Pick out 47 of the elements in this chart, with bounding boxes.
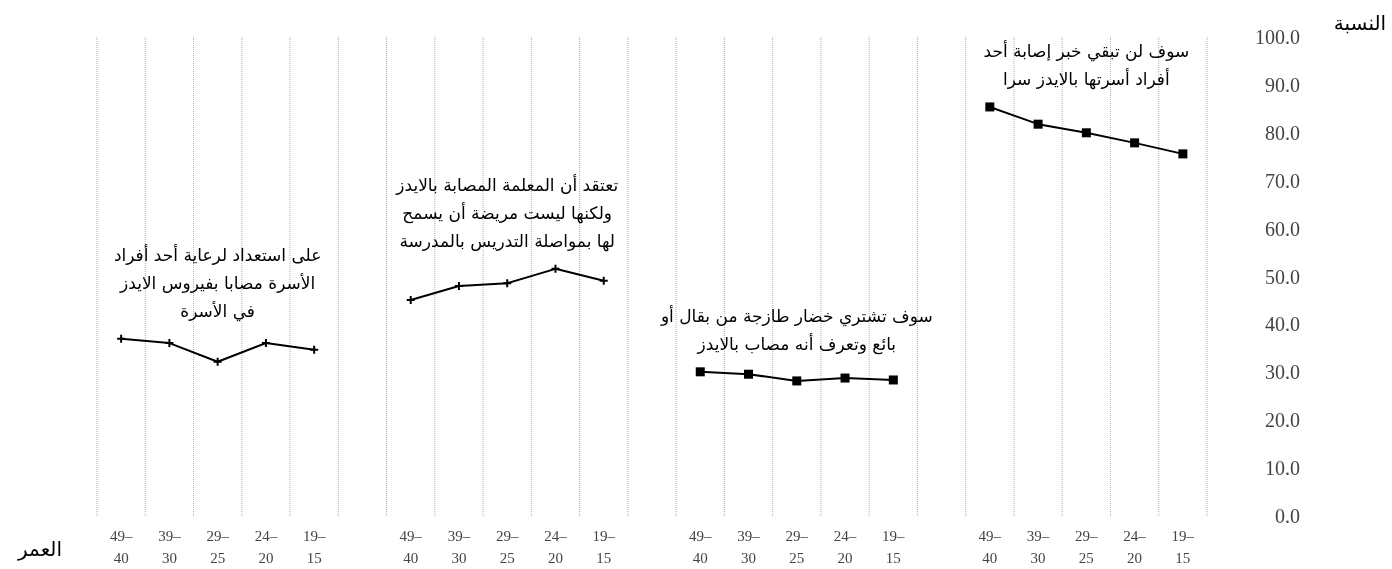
- x-tick-label: 39–30: [158, 528, 182, 566]
- x-axis-title: العمر: [17, 537, 62, 561]
- x-tick-label: 39–30: [1026, 528, 1050, 566]
- x-tick-label: 29–25: [495, 528, 519, 566]
- x-tick-label: 19–15: [592, 528, 616, 566]
- x-tick-label: 29–25: [1075, 528, 1099, 566]
- point: [744, 369, 754, 379]
- point: [1081, 128, 1091, 138]
- point: [792, 376, 802, 386]
- y-tick-label: 10.0: [1265, 457, 1300, 480]
- y-tick-label: 50.0: [1265, 265, 1300, 288]
- series-label: على استعداد لرعاية أحد أفراد الأسرة مصابا بفيروس الايدز في الأسرة: [113, 243, 322, 322]
- x-tick-label: 24–20: [254, 528, 278, 566]
- y-tick-label: 70.0: [1265, 169, 1300, 192]
- point: [1178, 149, 1188, 159]
- y-tick-label: 60.0: [1265, 217, 1300, 240]
- y-tick-label: 30.0: [1265, 361, 1300, 384]
- x-tick-label: 39–30: [737, 528, 761, 566]
- x-tick-label: 39–30: [447, 528, 471, 566]
- y-axis-title: النسبة: [1333, 11, 1387, 35]
- y-tick-label: 0.0: [1275, 505, 1300, 527]
- y-tick-label: 90.0: [1265, 73, 1300, 96]
- x-tick-label: 19–15: [882, 528, 906, 566]
- x-tick-label: 49–40: [109, 528, 133, 566]
- y-tick-label: 40.0: [1265, 313, 1300, 336]
- x-tick-label: 29–25: [206, 528, 230, 566]
- point: [1130, 138, 1140, 148]
- point: [840, 373, 850, 383]
- x-tick-label: 19–15: [1171, 528, 1195, 566]
- x-tick-label: 19–15: [302, 528, 326, 566]
- y-tick-label: 80.0: [1265, 121, 1300, 144]
- x-tick-label: 29–25: [785, 528, 809, 566]
- point: [888, 375, 898, 385]
- point: [985, 102, 995, 112]
- x-tick-label: 49–40: [399, 528, 423, 566]
- point: [695, 367, 705, 377]
- text: سوف تشتري خضار طازجة من بقال أو بائع وتعرف أنه مصاب بالايدز: [659, 304, 933, 355]
- y-tick-label: 20.0: [1265, 409, 1300, 432]
- x-tick-label: 24–20: [833, 528, 857, 566]
- x-tick-label: 49–40: [978, 528, 1002, 566]
- series-label: تعتقد أن المعلمة المصابة بالايدز ولكنها ليست مريضة أن يسمح لها بمواصلة التدريس بالمدرسة: [395, 173, 619, 252]
- series-label: سوف لن تبقي خبر إصابة أحد أفراد أسرتها بالايدز سرا: [983, 39, 1190, 90]
- x-tick-label: 24–20: [544, 528, 568, 566]
- x-tick-label: 24–20: [1123, 528, 1147, 566]
- y-tick-label: 100.0: [1255, 26, 1300, 48]
- x-tick-label: 49–40: [689, 528, 713, 566]
- point: [1033, 119, 1043, 129]
